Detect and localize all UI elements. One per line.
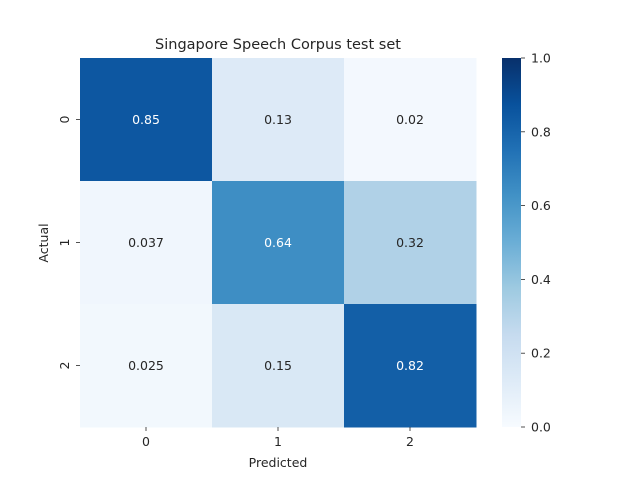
cell-value-1-2: 0.32 — [396, 235, 424, 250]
colorbar-gradient — [502, 58, 521, 427]
x-axis-label: Predicted — [249, 455, 308, 470]
cell-value-1-0: 0.037 — [128, 235, 164, 250]
chart-title: Singapore Speech Corpus test set — [155, 37, 401, 53]
cell-value-1-1: 0.64 — [264, 235, 292, 250]
y-tick-label-2: 2 — [57, 362, 72, 370]
y-tick-label-0: 0 — [57, 115, 72, 123]
heatmap-cell-2-1 — [212, 304, 345, 428]
heatmap-cell-2-2 — [344, 304, 477, 428]
colorbar-ticks: 0.0 0.2 0.4 0.6 0.8 1.0 — [521, 51, 551, 435]
heatmap-cell-0-1 — [212, 58, 345, 182]
colorbar-tick-label-3: 0.6 — [531, 198, 551, 213]
cell-value-2-1: 0.15 — [264, 358, 292, 373]
colorbar-tick-label-1: 0.2 — [531, 346, 551, 361]
cell-value-2-2: 0.82 — [396, 358, 424, 373]
cell-value-0-1: 0.13 — [264, 112, 292, 127]
cell-value-0-0: 0.85 — [132, 112, 160, 127]
y-axis-label: Actual — [36, 223, 51, 262]
x-tick-label-0: 0 — [142, 434, 150, 449]
y-tick-label-1: 1 — [57, 239, 72, 247]
cell-value-2-0: 0.025 — [128, 358, 164, 373]
colorbar: 0.0 0.2 0.4 0.6 0.8 1.0 — [502, 51, 551, 435]
cell-labels: 0.85 0.13 0.02 0.037 0.64 0.32 0.025 0.15 0.82 — [128, 112, 424, 373]
heatmap-cell-0-0 — [80, 58, 213, 182]
x-tick-label-2: 2 — [406, 434, 414, 449]
colorbar-tick-label-4: 0.8 — [531, 124, 551, 139]
heatmap-cell-0-2 — [344, 58, 477, 182]
colorbar-tick-label-0: 0.0 — [531, 420, 551, 435]
heatmap-cell-2-0 — [80, 304, 213, 428]
x-axis: 0 1 2 — [142, 427, 414, 449]
cell-value-0-2: 0.02 — [396, 112, 424, 127]
heatmap-cell-1-1 — [212, 181, 345, 305]
x-tick-label-1: 1 — [274, 434, 282, 449]
heatmap-cell-1-2 — [344, 181, 477, 305]
y-axis: 0 1 2 — [57, 115, 80, 369]
heatmap-cell-1-0 — [80, 181, 213, 305]
colorbar-tick-label-5: 1.0 — [531, 51, 551, 66]
heatmap-cells — [80, 58, 477, 428]
colorbar-tick-label-2: 0.4 — [531, 272, 551, 287]
